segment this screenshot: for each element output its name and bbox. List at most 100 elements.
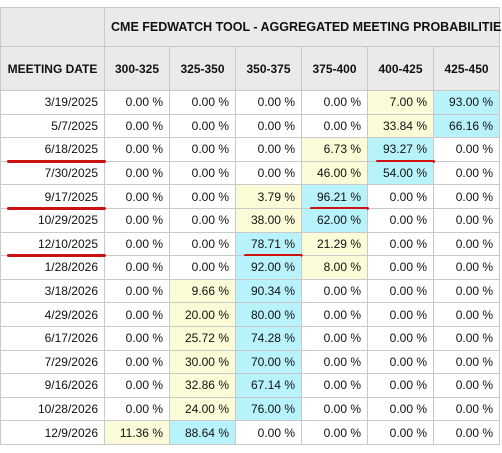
meeting-date-cell: 3/18/2026 — [0, 278, 105, 304]
probability-cell: 0.00 % — [432, 184, 501, 209]
probability-cell: 0.00 % — [367, 349, 434, 375]
probability-cell: 0.00 % — [104, 184, 170, 209]
table-row: 1/28/2026 0.00 % 0.00 % 92.00 % 8.00 % 0.00 %… — [0, 255, 501, 280]
probability-cell: 0.00 % — [367, 396, 434, 422]
column-header: 375-400 — [301, 46, 368, 91]
probability-cell: 0.00 % — [104, 325, 170, 351]
table-row: 12/10/2025 0.00 % 0.00 % 78.71 % 21.29 % 0.00… — [0, 231, 501, 258]
table-row: 9/17/2025 0.00 % 0.00 % 3.79 % 96.21 % 0.00 %… — [0, 184, 501, 211]
probability-cell: 0.00 % — [367, 420, 434, 445]
table-row: 6/18/2025 0.00 % 0.00 % 0.00 % 6.73 % 93.27 %… — [0, 137, 501, 163]
meeting-date-cell: 6/17/2026 — [0, 325, 105, 351]
probability-cell: 0.00 % — [367, 278, 434, 304]
column-header: 300-325 — [104, 46, 170, 91]
meeting-date-cell: 5/7/2025 — [0, 113, 105, 139]
probability-cell: 0.00 % — [169, 137, 236, 162]
meeting-date-cell: 10/28/2026 — [0, 396, 105, 422]
table-row: 4/29/2026 0.00 % 20.00 % 80.00 % 0.00 % 0.00 … — [0, 302, 501, 327]
probability-cell: 0.00 % — [301, 278, 368, 304]
table-title: CME FEDWATCH TOOL - AGGREGATED MEETING P… — [103, 7, 502, 47]
probability-cell: 0.00 % — [104, 113, 170, 139]
probability-cell: 0.00 % — [367, 255, 434, 280]
probability-cell: 76.00 % — [235, 396, 302, 422]
probability-cell: 93.27 % — [367, 137, 436, 163]
probability-cell: 0.00 % — [432, 231, 501, 257]
probability-cell: 0.00 % — [104, 302, 170, 327]
probability-cell: 0.00 % — [169, 207, 236, 233]
table-row: 7/29/2026 0.00 % 30.00 % 70.00 % 0.00 % 0.00 … — [0, 349, 501, 375]
probability-cell: 38.00 % — [235, 207, 302, 233]
probability-cell: 0.00 % — [169, 90, 236, 115]
probability-cell: 54.00 % — [367, 160, 434, 186]
meeting-date-cell: 7/29/2026 — [0, 349, 105, 375]
meeting-date-cell: 12/9/2026 — [0, 420, 105, 445]
probability-cell: 0.00 % — [235, 137, 302, 162]
probability-cell: 0.00 % — [432, 207, 501, 233]
meeting-date-cell: 9/17/2025 — [0, 184, 107, 211]
table-body: 3/19/2025 0.00 % 0.00 % 0.00 % 0.00 % 7.00 % 9… — [0, 90, 501, 445]
meeting-date-cell: 9/16/2026 — [0, 373, 105, 398]
meeting-date-cell: 4/29/2026 — [0, 302, 105, 327]
title-row: CME FEDWATCH TOOL - AGGREGATED MEETING P… — [0, 7, 502, 47]
probability-cell: 46.00 % — [301, 160, 368, 186]
probability-cell: 0.00 % — [104, 396, 170, 422]
probability-cell: 0.00 % — [367, 184, 434, 209]
probability-cell: 0.00 % — [367, 373, 434, 398]
meeting-date-cell: 3/19/2025 — [0, 90, 105, 115]
probability-cell: 0.00 % — [432, 349, 501, 375]
probability-cell: 0.00 % — [432, 278, 501, 304]
probability-cell: 0.00 % — [104, 137, 170, 162]
column-header: 350-375 — [235, 46, 302, 91]
probability-cell: 88.64 % — [169, 420, 236, 445]
probability-cell: 70.00 % — [235, 349, 302, 375]
probability-cell: 0.00 % — [235, 90, 302, 115]
probability-cell: 80.00 % — [235, 302, 302, 327]
probability-cell: 0.00 % — [104, 231, 170, 257]
probability-cell: 7.00 % — [367, 90, 434, 115]
probability-cell: 0.00 % — [301, 302, 368, 327]
meeting-date-cell: 1/28/2026 — [0, 255, 105, 280]
corner-cell — [0, 7, 105, 47]
probability-cell: 96.21 % — [301, 184, 370, 211]
probability-cell: 0.00 % — [367, 231, 434, 257]
table-row: 3/18/2026 0.00 % 9.66 % 90.34 % 0.00 % 0.00 %… — [0, 278, 501, 304]
probability-cell: 0.00 % — [104, 349, 170, 375]
probability-cell: 0.00 % — [169, 184, 236, 209]
meeting-date-header: MEETING DATE — [0, 46, 105, 91]
probability-cell: 0.00 % — [301, 373, 368, 398]
probability-cell: 93.00 % — [432, 90, 501, 115]
probability-cell: 66.16 % — [432, 113, 501, 139]
probability-cell: 0.00 % — [432, 420, 501, 445]
probability-cell: 78.71 % — [235, 231, 304, 258]
probability-cell: 0.00 % — [169, 255, 236, 280]
probability-cell: 25.72 % — [169, 325, 236, 351]
probability-cell: 0.00 % — [301, 420, 368, 445]
probability-cell: 20.00 % — [169, 302, 236, 327]
probability-cell: 0.00 % — [301, 90, 368, 115]
probability-table: CME FEDWATCH TOOL - AGGREGATED MEETING P… — [0, 7, 502, 445]
probability-cell: 0.00 % — [104, 373, 170, 398]
probability-cell: 0.00 % — [104, 90, 170, 115]
probability-cell: 74.28 % — [235, 325, 302, 351]
table-row: 7/30/2025 0.00 % 0.00 % 0.00 % 46.00 % 54.00 … — [0, 160, 501, 186]
probability-cell: 0.00 % — [301, 349, 368, 375]
probability-cell: 0.00 % — [235, 420, 302, 445]
probability-cell: 3.79 % — [235, 184, 302, 209]
probability-cell: 9.66 % — [169, 278, 236, 304]
probability-cell: 33.84 % — [367, 113, 434, 139]
column-header-row: MEETING DATE 300-325 325-350 350-375 375… — [0, 46, 501, 91]
meeting-date-cell: 10/29/2025 — [0, 207, 105, 233]
probability-cell: 0.00 % — [432, 373, 501, 398]
meeting-date-cell: 6/18/2025 — [0, 137, 107, 163]
probability-cell: 0.00 % — [301, 396, 368, 422]
meeting-date-cell: 12/10/2025 — [0, 231, 107, 258]
probability-cell: 0.00 % — [104, 255, 170, 280]
probability-cell: 0.00 % — [104, 160, 170, 186]
probability-cell: 0.00 % — [432, 302, 501, 327]
probability-cell: 0.00 % — [301, 325, 368, 351]
probability-cell: 0.00 % — [432, 160, 501, 186]
column-header: 425-450 — [432, 46, 501, 91]
probability-cell: 0.00 % — [169, 231, 236, 257]
probability-cell: 32.86 % — [169, 373, 236, 398]
probability-cell: 90.34 % — [235, 278, 302, 304]
